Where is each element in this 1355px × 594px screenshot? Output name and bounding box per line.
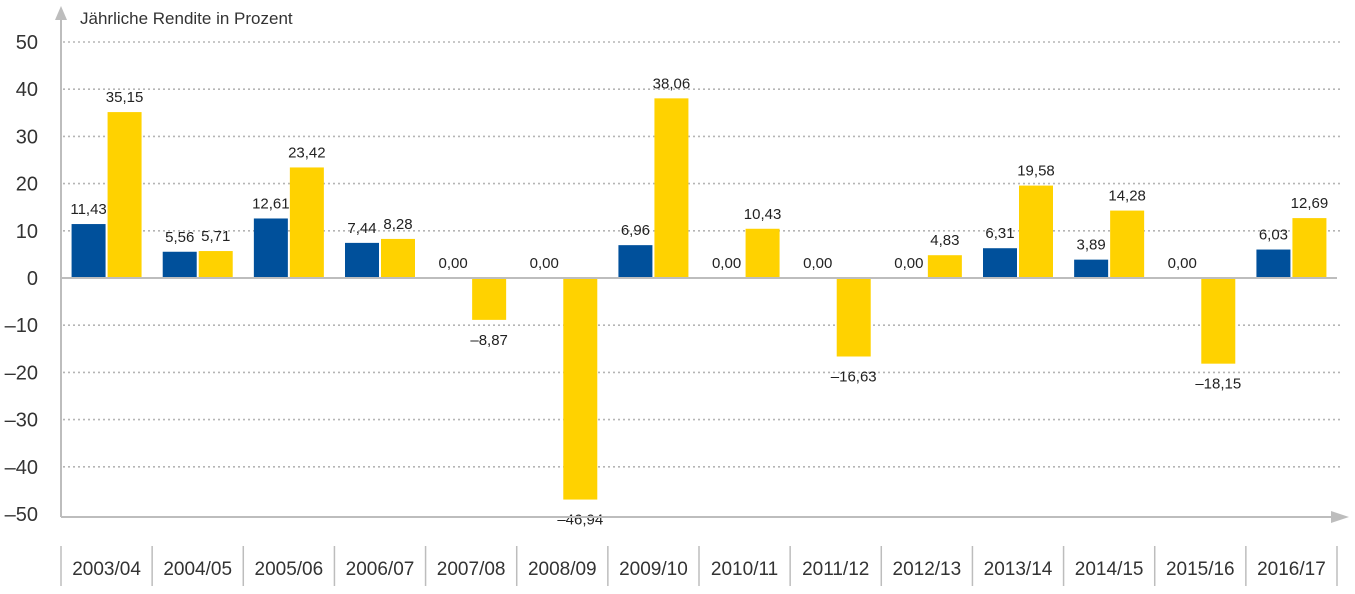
data-label: 5,71 [201, 228, 230, 245]
x-tick-label: 2011/12 [802, 559, 869, 580]
bar [654, 98, 689, 278]
y-tick-label: 30 [16, 126, 38, 148]
x-tick-label: 2013/14 [984, 559, 1053, 580]
data-label: –16,63 [831, 368, 877, 385]
bar [162, 251, 197, 278]
x-tick-label: 2007/08 [437, 559, 506, 580]
data-label: –18,15 [1195, 376, 1241, 393]
x-tick-label: 2010/11 [711, 559, 778, 580]
x-tick-label: 2005/06 [255, 559, 324, 580]
x-tick-label: 2004/05 [163, 559, 232, 580]
bar [198, 251, 233, 278]
bar [1256, 249, 1291, 278]
bar [1019, 185, 1053, 278]
bar [1201, 278, 1236, 364]
y-tick-label: 20 [16, 174, 38, 196]
y-tick-label: –20 [5, 362, 38, 384]
bar [1292, 218, 1327, 278]
data-label: 4,83 [930, 232, 959, 249]
bar [107, 112, 142, 278]
x-axis-arrow-icon [1331, 511, 1349, 523]
data-label: 8,28 [383, 216, 412, 233]
y-tick-label: 40 [16, 79, 38, 101]
x-tick-label: 2014/15 [1075, 559, 1144, 580]
data-label: 0,00 [439, 255, 468, 272]
bar [381, 238, 415, 278]
bar [1074, 259, 1109, 278]
data-label: 12,69 [1291, 195, 1329, 212]
x-tick-label: 2009/10 [619, 559, 688, 580]
bar [1110, 210, 1145, 278]
x-tick-label: 2015/16 [1166, 559, 1235, 580]
data-label: 11,43 [70, 201, 106, 218]
x-tick-label: 2006/07 [346, 559, 415, 580]
data-label: 0,00 [530, 255, 559, 272]
x-tick-label: 2008/09 [528, 559, 597, 580]
x-tick-label: 2003/04 [72, 559, 141, 580]
data-label: 0,00 [803, 255, 832, 272]
y-tick-label: 10 [16, 221, 38, 243]
bar [983, 248, 1017, 278]
bar [71, 224, 106, 278]
y-tick-label: –30 [5, 410, 38, 432]
y-axis-arrow-icon [55, 6, 67, 20]
bar [836, 278, 871, 357]
data-label: 12,61 [252, 195, 290, 212]
data-label: 7,44 [347, 220, 376, 237]
y-tick-label: –40 [5, 457, 38, 479]
data-label: 6,96 [621, 222, 650, 239]
data-label: 10,43 [744, 206, 782, 223]
bar [472, 278, 507, 320]
bar [289, 167, 324, 278]
data-label: 0,00 [1168, 255, 1197, 272]
bar [253, 218, 288, 278]
data-labels: 11,43 35,15 5,56 5,71 12,61 23,42 7,44 8,28 0,00… [70, 75, 1328, 528]
bar [345, 242, 379, 278]
data-label: 23,42 [288, 144, 326, 161]
data-label: 0,00 [894, 255, 923, 272]
y-axis-ticks: 50 40 30 20 10 0 –10 –20 –30 –40 –50 [5, 32, 38, 526]
data-label: 6,03 [1259, 227, 1288, 244]
y-tick-label: –50 [5, 504, 38, 526]
bar [927, 255, 962, 278]
data-label: 38,06 [653, 75, 691, 92]
bars [71, 98, 1327, 500]
data-label: 6,31 [985, 225, 1014, 242]
data-label: –46,94 [557, 512, 603, 529]
data-label: 14,28 [1108, 188, 1146, 205]
y-axis-label: Jährliche Rendite in Prozent [80, 9, 293, 28]
x-tick-label: 2012/13 [893, 559, 962, 580]
bar [563, 278, 598, 500]
x-tick-label: 2016/17 [1257, 559, 1326, 580]
x-axis-categories: 2003/04 2004/05 2005/06 2006/07 2007/08 2008/… [60, 546, 1338, 586]
y-tick-label: 0 [27, 268, 38, 290]
bar [745, 228, 780, 278]
data-label: 19,58 [1017, 163, 1055, 180]
data-label: 3,89 [1077, 237, 1106, 254]
data-label: 35,15 [106, 89, 144, 106]
y-tick-label: 50 [16, 32, 38, 54]
data-label: –8,87 [470, 332, 508, 349]
data-label: 0,00 [712, 255, 741, 272]
data-label: 5,56 [165, 229, 194, 246]
axes [55, 6, 1349, 523]
bar [618, 245, 653, 278]
y-tick-label: –10 [5, 315, 38, 337]
